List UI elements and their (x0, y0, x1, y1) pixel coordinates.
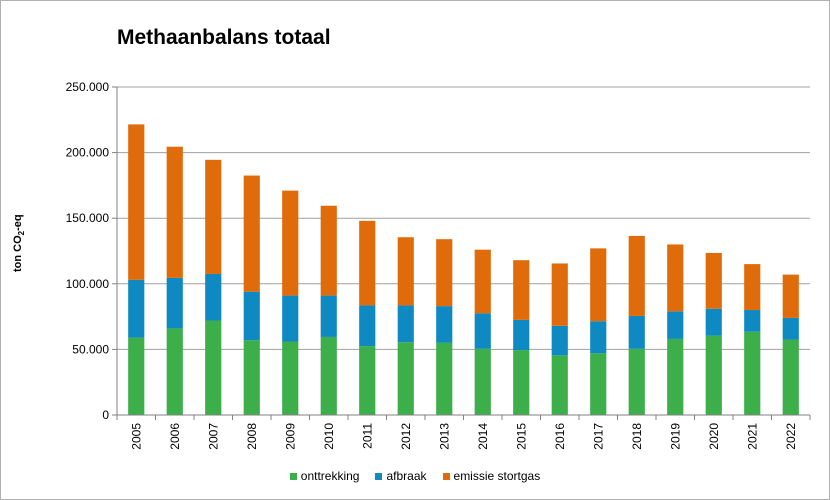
x-tick-label: 2015 (514, 423, 528, 450)
bar-afbraak-2014 (475, 313, 491, 348)
legend-swatch (290, 473, 297, 480)
bar-emissie-stortgas-2016 (552, 263, 568, 325)
x-tick-label: 2005 (129, 423, 143, 450)
bar-onttrekking-2016 (552, 355, 568, 415)
bar-afbraak-2020 (706, 309, 722, 336)
y-tick-label: 0 (102, 408, 109, 422)
bar-onttrekking-2006 (167, 328, 183, 415)
bar-emissie-stortgas-2007 (205, 160, 221, 274)
x-tick-label: 2013 (437, 423, 451, 450)
bar-emissie-stortgas-2019 (667, 244, 683, 311)
bar-afbraak-2006 (167, 278, 183, 329)
bar-afbraak-2022 (783, 318, 799, 340)
bar-onttrekking-2008 (244, 340, 260, 415)
y-tick-label: 150.000 (66, 211, 110, 225)
y-tick-labels: 0 50.000 100.000 150.000 200.000 250.000 (66, 80, 110, 422)
bar-onttrekking-2017 (590, 353, 606, 415)
bar-afbraak-2013 (436, 306, 452, 343)
x-tick-label: 2018 (630, 423, 644, 450)
chart-plot: 0 50.000 100.000 150.000 200.000 250.000 2005… (0, 0, 830, 500)
bar-emissie-stortgas-2009 (282, 191, 298, 296)
bar-onttrekking-2009 (282, 342, 298, 415)
legend-swatch (443, 473, 450, 480)
x-tick-labels: 2005 2006 2007 2008 2009 2010 2011 2012 2013 2014… (129, 423, 798, 450)
bar-afbraak-2015 (513, 320, 529, 350)
bar-onttrekking-2020 (706, 336, 722, 415)
x-tick-label: 2009 (283, 423, 297, 450)
x-tick-label: 2010 (322, 423, 336, 450)
bar-emissie-stortgas-2020 (706, 253, 722, 309)
bar-emissie-stortgas-2022 (783, 275, 799, 318)
bar-emissie-stortgas-2010 (321, 206, 337, 296)
bar-emissie-stortgas-2014 (475, 250, 491, 314)
x-tick-label: 2021 (745, 423, 759, 450)
bar-afbraak-2019 (667, 311, 683, 339)
bar-onttrekking-2015 (513, 350, 529, 415)
legend: onttrekking afbraak emissie stortgas (0, 469, 830, 483)
bar-onttrekking-2012 (398, 342, 414, 415)
legend-swatch (375, 473, 382, 480)
bar-onttrekking-2010 (321, 337, 337, 415)
bar-afbraak-2011 (359, 305, 375, 346)
x-tick-label: 2008 (245, 423, 259, 450)
bar-emissie-stortgas-2013 (436, 239, 452, 306)
legend-label: afbraak (386, 469, 426, 483)
bar-emissie-stortgas-2015 (513, 260, 529, 320)
bar-afbraak-2017 (590, 321, 606, 353)
y-tick-label: 100.000 (66, 277, 110, 291)
legend-item-emissie-stortgas: emissie stortgas (443, 469, 541, 483)
bar-emissie-stortgas-2018 (629, 236, 645, 316)
bar-onttrekking-2019 (667, 339, 683, 415)
bar-afbraak-2009 (282, 296, 298, 342)
x-tick-label: 2012 (399, 423, 413, 450)
legend-label: onttrekking (301, 469, 360, 483)
bar-onttrekking-2007 (205, 321, 221, 415)
x-tick-label: 2006 (168, 423, 182, 450)
bar-emissie-stortgas-2021 (744, 264, 760, 310)
bar-onttrekking-2014 (475, 349, 491, 415)
x-tick-label: 2007 (206, 423, 220, 450)
bar-emissie-stortgas-2008 (244, 176, 260, 292)
bars (128, 124, 799, 415)
bar-afbraak-2010 (321, 296, 337, 337)
x-tick-label: 2014 (476, 423, 490, 450)
bar-afbraak-2008 (244, 292, 260, 341)
bar-emissie-stortgas-2006 (167, 147, 183, 278)
bar-afbraak-2007 (205, 274, 221, 321)
bar-emissie-stortgas-2017 (590, 248, 606, 321)
x-tick-label: 2020 (707, 423, 721, 450)
x-tick-label: 2019 (668, 423, 682, 450)
bar-onttrekking-2011 (359, 346, 375, 415)
bar-onttrekking-2013 (436, 343, 452, 415)
bar-afbraak-2016 (552, 326, 568, 356)
y-tick-label: 50.000 (72, 342, 109, 356)
legend-item-onttrekking: onttrekking (290, 469, 360, 483)
x-tick-label: 2022 (784, 423, 798, 450)
bar-emissie-stortgas-2005 (128, 124, 144, 279)
bar-afbraak-2005 (128, 280, 144, 338)
y-tick-label: 250.000 (66, 80, 110, 94)
bar-afbraak-2021 (744, 310, 760, 332)
bar-emissie-stortgas-2011 (359, 221, 375, 306)
bar-afbraak-2018 (629, 316, 645, 349)
bar-onttrekking-2022 (783, 340, 799, 415)
x-tick-label: 2011 (360, 423, 374, 449)
bar-onttrekking-2021 (744, 332, 760, 415)
bar-emissie-stortgas-2012 (398, 237, 414, 305)
bar-afbraak-2012 (398, 305, 414, 342)
legend-label: emissie stortgas (454, 469, 541, 483)
y-tick-label: 200.000 (66, 146, 110, 160)
bar-onttrekking-2018 (629, 349, 645, 415)
x-tick-label: 2017 (591, 423, 605, 450)
bar-onttrekking-2005 (128, 338, 144, 415)
x-tick-label: 2016 (553, 423, 567, 450)
legend-item-afbraak: afbraak (375, 469, 426, 483)
